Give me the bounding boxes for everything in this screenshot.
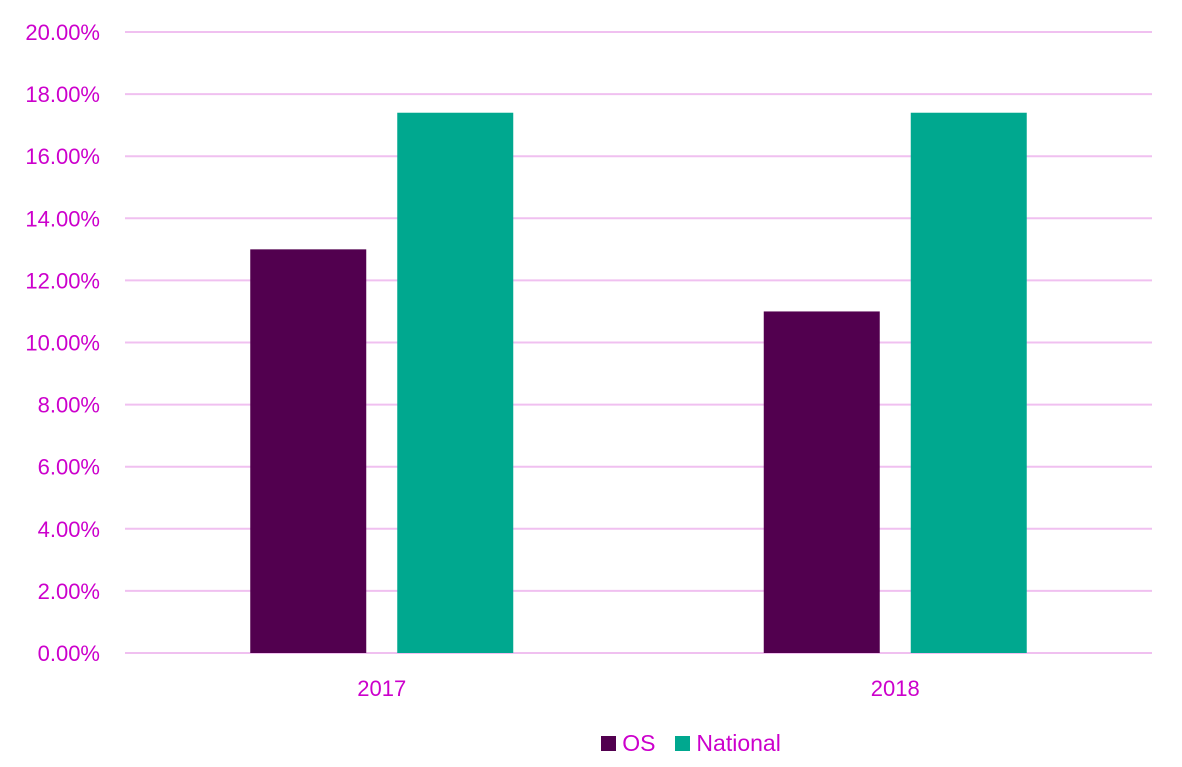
bar-national-2017[interactable] [397, 112, 514, 654]
x-tick-label: 2018 [871, 676, 920, 701]
legend-item-os[interactable]: OS [601, 730, 655, 757]
x-axis-tick-labels: 2017 2018 [357, 676, 919, 701]
y-tick-label: 14.00% [25, 206, 100, 231]
y-tick-label: 0.00% [38, 641, 100, 666]
y-tick-label: 6.00% [38, 455, 100, 480]
bar-os-2018[interactable] [763, 311, 880, 653]
legend-label-national: National [696, 730, 781, 756]
bar-os-2017[interactable] [250, 249, 367, 653]
legend: OS National [0, 730, 1182, 757]
legend-swatch-national [675, 736, 691, 751]
y-tick-label: 10.00% [25, 331, 100, 356]
y-axis-tick-labels: 0.00% 2.00% 4.00% 6.00% 8.00% 10.00% 12.00% 14.… [25, 20, 100, 666]
y-tick-label: 8.00% [38, 393, 100, 418]
bars [250, 112, 1027, 654]
x-tick-label: 2017 [357, 676, 406, 701]
y-tick-label: 20.00% [25, 20, 100, 45]
y-tick-label: 12.00% [25, 268, 100, 293]
y-tick-label: 4.00% [38, 517, 100, 542]
y-tick-label: 18.00% [25, 82, 100, 107]
y-tick-label: 2.00% [38, 579, 100, 604]
legend-label-os: OS [622, 730, 656, 756]
y-tick-label: 16.00% [25, 144, 100, 169]
legend-item-national[interactable]: National [675, 730, 781, 757]
bar-national-2018[interactable] [910, 112, 1027, 654]
legend-swatch-os [601, 736, 617, 751]
